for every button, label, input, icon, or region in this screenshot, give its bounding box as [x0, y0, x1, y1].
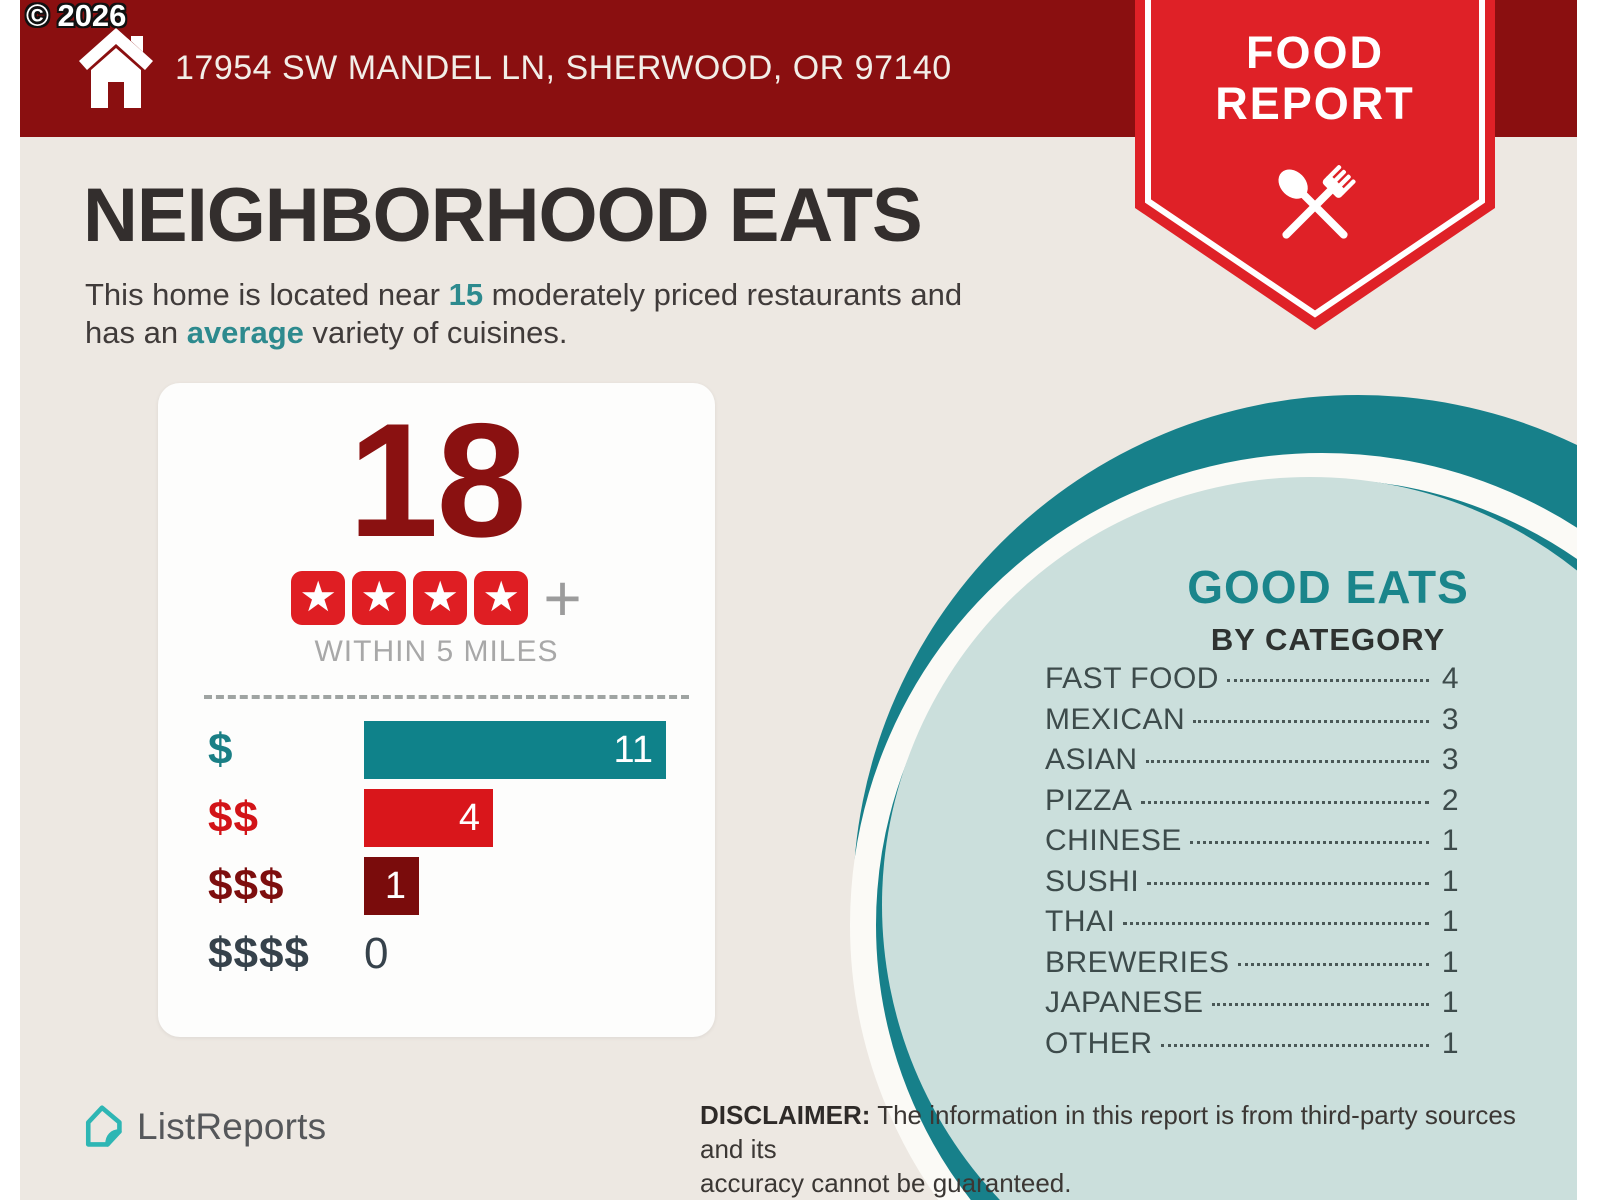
bar: 11 [364, 721, 666, 779]
rating-stars: ★ ★ ★ ★ + [158, 561, 715, 635]
dashed-divider [204, 695, 689, 699]
home-icon [79, 28, 153, 108]
property-address: 17954 SW MANDEL LN, SHERWOOD, OR 97140 [175, 49, 952, 87]
list-item: MEXICAN 3 [1045, 703, 1459, 744]
category-label: PIZZA [1045, 783, 1133, 817]
category-label: MEXICAN [1045, 702, 1186, 736]
list-item: JAPANESE 1 [1045, 986, 1459, 1027]
page-title: NEIGHBORHOOD EATS [83, 173, 923, 258]
category-label: THAI [1045, 905, 1116, 938]
star-icon: ★ [352, 571, 407, 625]
bar: 4 [364, 789, 493, 847]
category-value: 1 [1441, 1026, 1459, 1060]
category-dots [1145, 760, 1429, 763]
category-label: BREWERIES [1045, 945, 1230, 979]
bar-value: 0 [364, 929, 389, 978]
category-value: 1 [1441, 945, 1459, 979]
bar-value: 4 [458, 796, 480, 839]
category-value: 1 [1441, 824, 1459, 857]
category-label: FAST FOOD [1045, 662, 1219, 695]
ribbon-line1: FOOD [1246, 27, 1384, 78]
category-dots [1189, 841, 1429, 844]
infographic-canvas: 17954 SW MANDEL LN, SHERWOOD, OR 97140 ©… [20, 0, 1577, 1200]
category-dots [1237, 962, 1429, 966]
star-icon: ★ [474, 571, 529, 625]
category-value: 3 [1441, 743, 1459, 776]
restaurant-count-inline: 15 [448, 277, 484, 312]
utensils-icon [1278, 165, 1356, 239]
category-dots [1147, 881, 1429, 885]
good-eats-heading: GOOD EATS BY CATEGORY [1112, 560, 1544, 658]
disclaimer: DISCLAIMER: The information in this repo… [700, 1098, 1520, 1200]
bar-value: 1 [384, 864, 406, 907]
category-dots [1211, 1003, 1429, 1006]
radius-label: WITHIN 5 MILES [314, 635, 559, 668]
price-bars-chart: $ 11 11 $$ 4 4 $$$ 1 1 [158, 721, 715, 983]
brand-icon [85, 1105, 122, 1147]
category-label: SUSHI [1045, 864, 1140, 898]
bar-row: $$$$ 0 0 [158, 925, 715, 983]
category-label: OTHER [1045, 1026, 1153, 1060]
category-list: FAST FOOD 4 MEXICAN 3 ASIAN 3 PIZZA 2 CHINES… [1045, 662, 1459, 1067]
category-dots [1123, 922, 1429, 925]
page-subtitle: This home is located near 15 moderately … [85, 277, 963, 350]
list-item: ASIAN 3 [1045, 743, 1459, 784]
disclaimer-line2: accuracy cannot be guaranteed. [700, 1168, 1072, 1198]
brand-name: ListReports [137, 1106, 327, 1147]
restaurant-count: 18 [348, 390, 526, 571]
ribbon-shape [1135, 0, 1495, 330]
star-icon: ★ [291, 571, 346, 625]
category-dots [1160, 1043, 1429, 1047]
good-eats-subtitle: BY CATEGORY [1210, 622, 1446, 657]
ribbon-title: FOOD REPORT [1135, 30, 1495, 126]
disclaimer-label: DISCLAIMER: [700, 1100, 871, 1130]
category-value: 1 [1441, 986, 1459, 1019]
list-item: SUSHI 1 [1045, 865, 1459, 906]
price-label: $$ [208, 793, 259, 842]
good-eats-title: GOOD EATS [1187, 561, 1469, 613]
price-label: $$$$ [208, 929, 310, 978]
list-item: THAI 1 [1045, 905, 1459, 946]
list-item: BREWERIES 1 [1045, 946, 1459, 987]
ribbon-line2: REPORT [1215, 78, 1415, 129]
list-item: CHINESE 1 [1045, 824, 1459, 865]
category-value: 1 [1441, 905, 1459, 938]
list-item: OTHER 1 [1045, 1027, 1459, 1068]
list-item: FAST FOOD 4 [1045, 662, 1459, 703]
category-value: 3 [1441, 702, 1459, 736]
price-label: $ [208, 725, 234, 774]
subtitle-text: This home is located near [85, 277, 449, 312]
category-dots [1193, 719, 1429, 723]
bar-row: $$$ 1 1 [158, 857, 715, 915]
bar-row: $$ 4 4 [158, 789, 715, 847]
price-label: $$$ [208, 861, 285, 910]
star-icon: ★ [413, 571, 468, 625]
bar: 1 [364, 857, 419, 915]
summary-card: 18 ★ ★ ★ ★ + WITHIN 5 MILES $ 11 11 $$ 4… [158, 383, 715, 1037]
brand-logo: ListReports [80, 1102, 326, 1152]
plus-icon: + [543, 561, 582, 635]
copyright-watermark: © 2026 [26, 0, 127, 33]
food-report-ribbon: FOOD REPORT [1135, 0, 1495, 336]
variety-highlight: average [186, 315, 304, 350]
category-value: 4 [1441, 662, 1459, 695]
category-label: ASIAN [1045, 743, 1138, 776]
category-value: 1 [1441, 864, 1459, 898]
bar-row: $ 11 11 [158, 721, 715, 779]
category-label: CHINESE [1045, 824, 1182, 857]
bar-value: 11 [613, 728, 653, 771]
list-item: PIZZA 2 [1045, 784, 1459, 825]
category-value: 2 [1441, 783, 1459, 817]
category-label: JAPANESE [1045, 986, 1204, 1019]
category-dots [1140, 800, 1429, 804]
category-dots [1226, 679, 1429, 682]
